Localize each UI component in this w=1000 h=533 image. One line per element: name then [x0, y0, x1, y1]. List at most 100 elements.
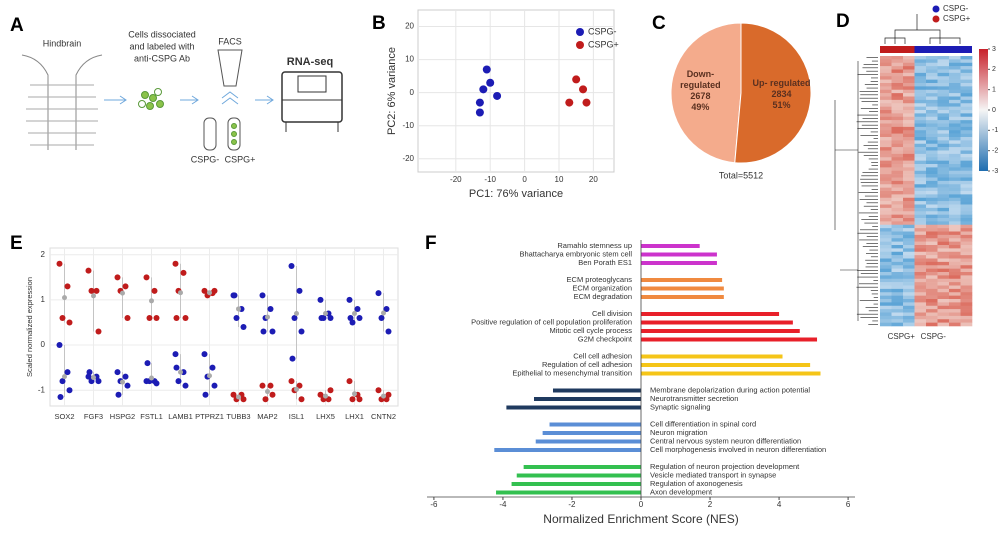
heatmap-cell	[937, 265, 950, 269]
heatmap-cell	[960, 113, 973, 118]
point	[259, 382, 266, 389]
heatmap-cell	[937, 191, 950, 195]
heatmap-cell	[949, 265, 961, 269]
heatmap-cell	[891, 83, 904, 87]
heatmap-cell	[880, 62, 892, 67]
point	[182, 382, 189, 389]
heatmap-cell	[960, 272, 973, 276]
heatmap-cell	[880, 302, 892, 307]
heatmap-cell	[891, 315, 904, 320]
point	[385, 328, 392, 335]
tube	[203, 117, 217, 151]
heatmap-cell	[960, 275, 973, 280]
point	[202, 391, 209, 398]
heatmap-cell	[914, 204, 927, 209]
heatmap-cell	[949, 120, 961, 124]
heatmap-cell	[949, 137, 961, 141]
heatmap-cell	[903, 86, 915, 91]
heatmap-cell	[960, 167, 973, 172]
heatmap-cell	[891, 207, 904, 212]
heatmap-cell	[937, 99, 950, 104]
heatmap-cell	[891, 184, 904, 188]
panel-label: C	[652, 13, 666, 34]
heatmap-cell	[949, 56, 961, 60]
heatmap-cell	[891, 218, 904, 222]
y-tick-label: -20	[402, 154, 414, 163]
heatmap-cell	[891, 89, 904, 94]
heatmap-cell	[949, 191, 961, 195]
mean-point	[91, 293, 96, 299]
heatmap-cell	[914, 197, 927, 202]
heatmap-cell	[960, 150, 973, 155]
heatmap-cell	[949, 62, 961, 67]
label: CSPG-	[191, 154, 220, 164]
heatmap-cell	[937, 157, 950, 161]
heatmap-cell	[903, 130, 915, 134]
heatmap-cell	[880, 288, 892, 293]
bar-label: ECM proteoglycans	[567, 275, 633, 284]
heatmap-cell	[903, 123, 915, 128]
heatmap-cell	[914, 305, 927, 310]
heatmap-cell	[949, 228, 961, 232]
point	[66, 387, 73, 394]
heatmap-cell	[960, 305, 973, 310]
point	[356, 396, 363, 403]
bar	[641, 371, 821, 376]
heatmap-cell	[926, 174, 938, 178]
bar-label: G2M checkpoint	[578, 334, 633, 343]
heatmap-cell	[937, 261, 950, 266]
bar	[641, 363, 811, 367]
mean-point	[178, 369, 183, 375]
heatmap-cell	[880, 285, 892, 290]
heatmap-cell	[937, 315, 950, 320]
heatmap-cell	[903, 69, 915, 74]
bar-label: Bhattacharya embryonic stem cell	[519, 249, 632, 258]
heatmap-cell	[949, 234, 961, 239]
heatmap-cell	[949, 275, 961, 280]
point	[56, 260, 63, 267]
heatmap-cell	[960, 69, 973, 74]
heatmap-cell	[960, 194, 973, 199]
heatmap-cell	[926, 261, 938, 266]
heatmap-cell	[937, 177, 950, 182]
heatmap-cell	[914, 184, 927, 188]
heatmap-cell	[903, 288, 915, 293]
facs-tube	[217, 49, 243, 87]
heatmap-cell	[914, 130, 927, 134]
heatmap-cell	[903, 285, 915, 290]
heatmap-cell	[914, 282, 927, 286]
heatmap-cell	[914, 83, 927, 87]
heatmap-cell	[903, 299, 915, 303]
heatmap-cell	[903, 110, 915, 114]
point	[95, 378, 102, 385]
heatmap-cell	[914, 133, 927, 138]
point	[289, 355, 296, 362]
heatmap-cell	[937, 79, 950, 84]
heatmap-cell	[914, 157, 927, 161]
bar	[641, 337, 818, 342]
heatmap-cell	[960, 309, 973, 313]
heatmap-cell	[949, 305, 961, 310]
heatmap-cell	[926, 248, 938, 253]
legend-marker	[576, 41, 584, 49]
x-tick-label: LHX5	[316, 412, 335, 421]
panel-label: E	[10, 233, 23, 254]
heatmap-cell	[891, 103, 904, 107]
heatmap-cell	[903, 62, 915, 67]
mean-point	[236, 394, 241, 400]
heatmap-cell	[891, 79, 904, 84]
heatmap-cell	[949, 83, 961, 87]
point	[375, 290, 382, 297]
x-tick-label: 2	[708, 500, 713, 509]
bar-label: Neurotransmitter secretion	[650, 394, 738, 403]
colorbar	[979, 49, 988, 171]
bar	[534, 397, 641, 401]
heatmap-cell	[949, 221, 961, 226]
x-tick-label: PTPRZ1	[195, 412, 224, 421]
heatmap-cell	[937, 164, 950, 168]
legend-label: CSPG+	[943, 14, 971, 23]
heatmap-cell	[880, 218, 892, 222]
point	[349, 396, 356, 403]
heatmap-cell	[949, 113, 961, 118]
heatmap-cell	[949, 258, 961, 263]
